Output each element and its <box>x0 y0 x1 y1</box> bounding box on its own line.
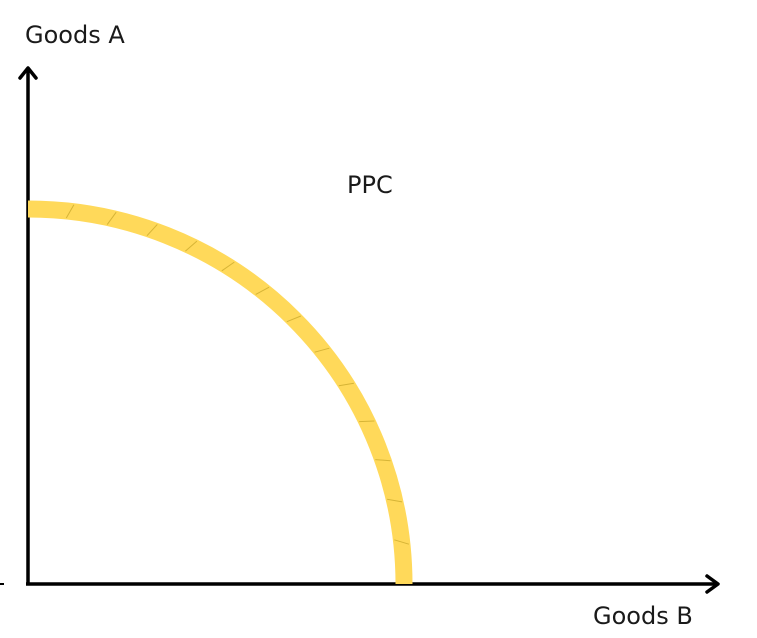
ppc-hatch-mark <box>359 420 375 423</box>
ppc-hatch-mark <box>221 261 235 272</box>
ppc-hatch-mark <box>314 347 330 353</box>
ppc-hatch-mark <box>146 224 158 237</box>
ppc-hatch-mark <box>255 286 270 295</box>
ppc-hatch-mark <box>65 204 75 219</box>
ppc-hatch-mark <box>338 382 354 387</box>
ppc-hatch-mark <box>375 459 391 462</box>
x-axis-arrowhead <box>705 574 720 594</box>
ppc-curve <box>27 200 413 585</box>
ppc-hatch-mark <box>387 498 403 503</box>
ppc-hatch-mark <box>286 315 302 323</box>
y-axis-label: Goods A <box>25 21 125 49</box>
y-axis-arrowhead <box>18 66 38 80</box>
ppc-curve-hatching <box>65 204 410 545</box>
ppc-label: PPC <box>347 171 393 199</box>
ppc-hatch-mark <box>394 539 410 545</box>
ppc-hatch-mark <box>106 211 117 225</box>
x-axis-label: Goods B <box>593 602 693 630</box>
ppc-hatch-mark <box>185 240 198 252</box>
